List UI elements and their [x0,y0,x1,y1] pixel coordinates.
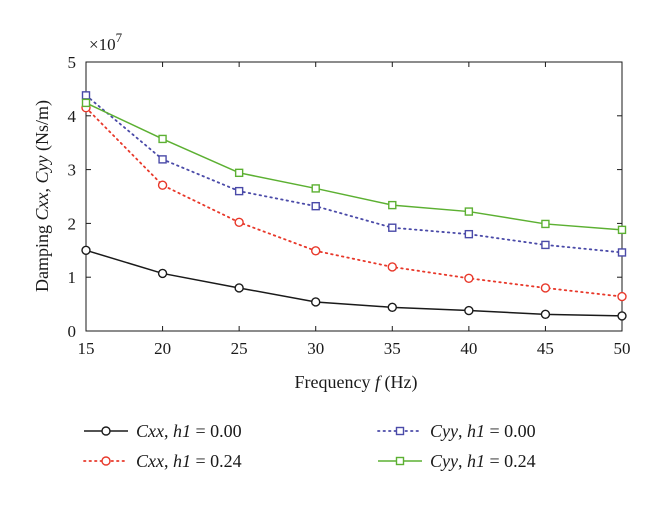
legend-label: Cyy, h1 = 0.00 [430,421,536,441]
data-point [541,219,550,229]
legend-marker [395,426,405,436]
x-tick-label: 45 [537,339,554,358]
x-tick-label: 40 [460,339,477,358]
legend-item: Cyy, h1 = 0.00 [377,421,536,441]
data-point [234,283,244,293]
data-point [157,268,168,279]
series-line [85,249,623,317]
scale-factor: ×107 [89,30,123,54]
legend-item: Cxx, h1 = 0.00 [84,421,242,441]
series-layer [81,91,627,321]
x-tick-label: 20 [154,339,171,358]
data-point [464,305,474,316]
series-2 [81,103,627,302]
legend: Cxx, h1 = 0.00 Cxx, h1 = 0.24 Cyy, h1 = 0.… [83,421,536,471]
x-tick-label: 25 [231,339,248,358]
series-3 [81,91,627,257]
y-tick-label: 0 [68,322,77,341]
data-point [388,200,397,210]
data-point [234,217,244,228]
legend-label: Cyy, h1 = 0.24 [430,451,536,471]
data-point [388,223,397,232]
data-point [158,155,167,164]
data-point [464,273,474,283]
data-point [157,180,168,190]
data-point [311,201,320,211]
y-tick-label: 2 [68,214,77,233]
plot-frame [85,61,623,332]
data-point [81,245,91,256]
data-point [541,240,550,250]
legend-marker [101,456,111,466]
plot-area [85,61,623,332]
legend-item: Cxx, h1 = 0.24 [83,451,242,471]
legend-marker [395,456,405,466]
series-line [85,102,623,231]
x-tick-label: 50 [614,339,631,358]
x-axis-label: Frequency f (Hz) [295,372,418,393]
y-tick-label: 3 [68,161,77,180]
series-line [85,94,623,254]
legend-label: Cxx, h1 = 0.24 [136,451,242,471]
data-point [617,225,627,235]
data-point [387,262,397,272]
series-1 [81,245,627,321]
x-tick-label: 15 [78,339,95,358]
data-point [617,311,627,321]
legend-item: Cyy, h1 = 0.24 [378,451,536,471]
data-point [387,302,397,313]
data-point [464,229,474,239]
data-point [311,184,320,193]
data-point [81,98,91,108]
x-tick-label: 30 [307,339,324,358]
data-point [81,91,91,100]
data-point [540,309,551,320]
x-tick-label: 35 [384,339,401,358]
y-tick-label: 4 [68,107,77,126]
data-point [464,207,474,216]
series-line [85,106,623,298]
legend-marker [101,426,111,436]
data-point [311,297,321,307]
data-point [617,248,627,257]
data-point [617,291,627,302]
data-point [540,283,551,293]
data-point [311,246,321,256]
y-tick-label: 5 [68,53,77,72]
legend-label: Cxx, h1 = 0.00 [136,421,242,441]
y-tick-label: 1 [68,268,77,287]
y-axis-label: Damping Cxx, Cyy (Ns/m) [32,100,53,292]
data-point [234,168,244,178]
data-point [158,134,167,144]
data-point [234,186,244,196]
series-4 [81,98,627,235]
